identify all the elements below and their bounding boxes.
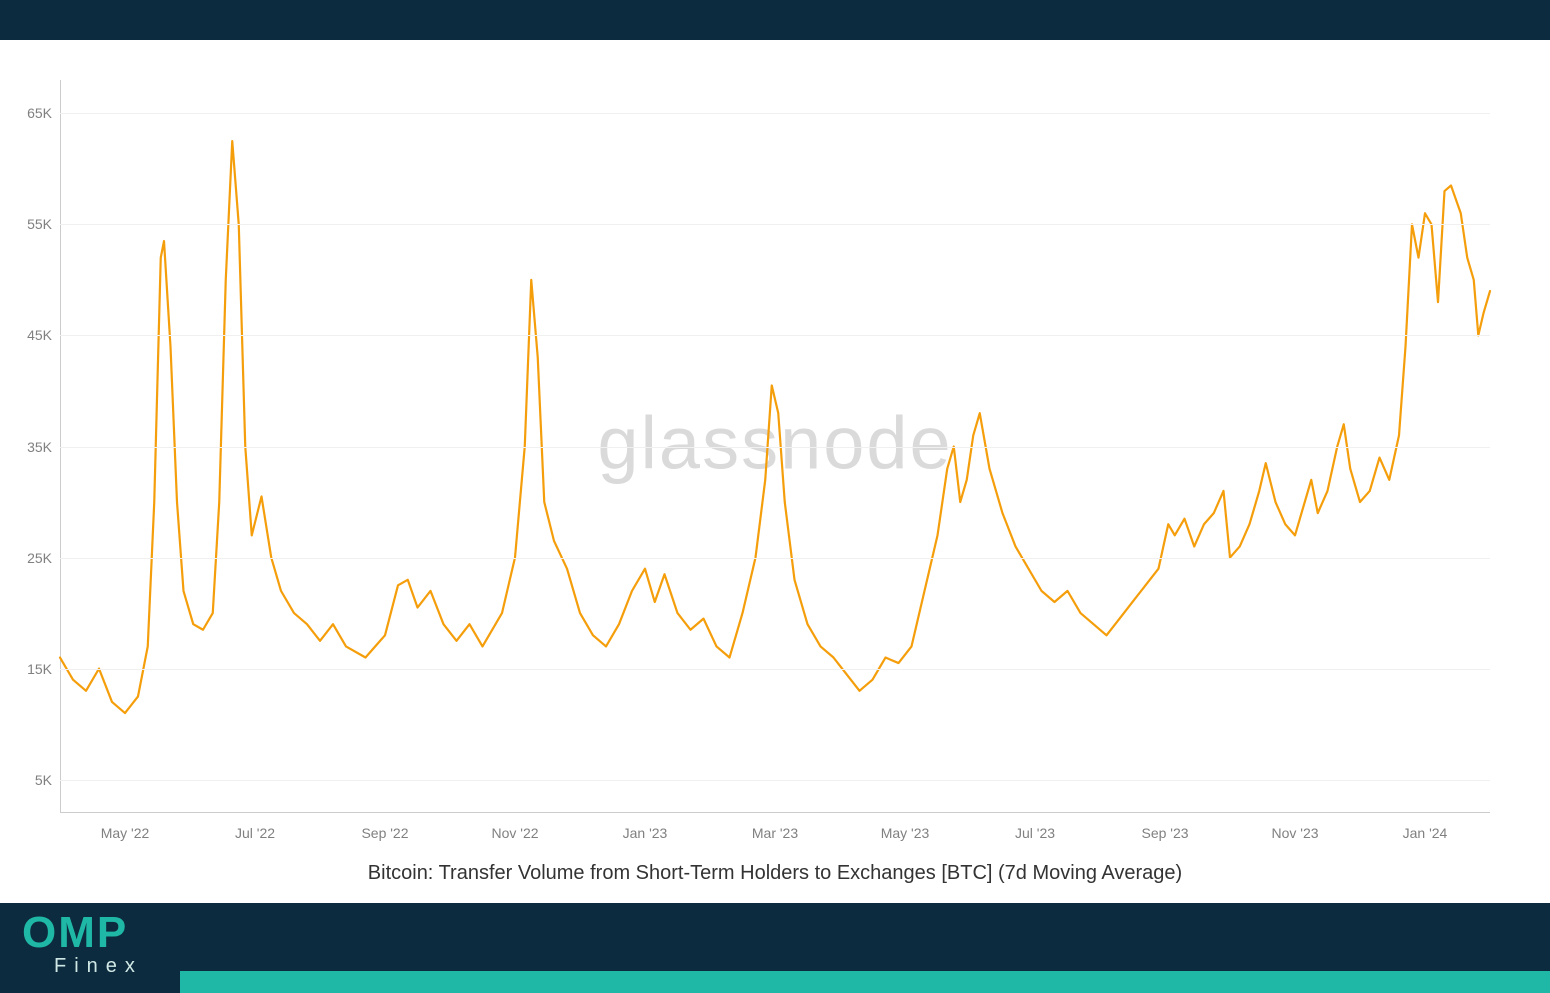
top-band [0, 0, 1550, 40]
grid-line [60, 335, 1490, 336]
x-tick-label: Mar '23 [752, 813, 798, 841]
x-tick-label: Sep '22 [361, 813, 408, 841]
x-tick-label: Nov '22 [491, 813, 538, 841]
x-tick-label: Jan '24 [1403, 813, 1448, 841]
y-tick-label: 5K [35, 772, 60, 788]
series-line [60, 141, 1490, 713]
x-tick-label: Nov '23 [1271, 813, 1318, 841]
y-tick-label: 55K [27, 216, 60, 232]
x-tick-label: Sep '23 [1141, 813, 1188, 841]
brand-logo-sub: Finex [22, 955, 143, 978]
brand-logo: OMP Finex [22, 911, 143, 978]
x-tick-label: May '23 [881, 813, 930, 841]
grid-line [60, 224, 1490, 225]
grid-line [60, 558, 1490, 559]
plot-region: glassnode 5K15K25K35K45K55K65KMay '22Jul… [60, 80, 1490, 813]
grid-line [60, 447, 1490, 448]
bottom-accent-bar [180, 971, 1550, 993]
chart-container: glassnode 5K15K25K35K45K55K65KMay '22Jul… [0, 40, 1550, 903]
y-tick-label: 15K [27, 661, 60, 677]
grid-line [60, 113, 1490, 114]
chart-title: Bitcoin: Transfer Volume from Short-Term… [0, 862, 1550, 885]
x-tick-label: Jul '22 [235, 813, 275, 841]
brand-logo-main: OMP [22, 911, 143, 955]
bottom-band: OMP Finex [0, 903, 1550, 993]
x-tick-label: Jan '23 [623, 813, 668, 841]
grid-line [60, 669, 1490, 670]
x-tick-label: Jul '23 [1015, 813, 1055, 841]
x-tick-label: May '22 [101, 813, 150, 841]
y-tick-label: 35K [27, 439, 60, 455]
y-tick-label: 65K [27, 105, 60, 121]
y-tick-label: 45K [27, 327, 60, 343]
y-tick-label: 25K [27, 550, 60, 566]
grid-line [60, 780, 1490, 781]
chart-area: glassnode 5K15K25K35K45K55K65KMay '22Jul… [60, 80, 1490, 813]
